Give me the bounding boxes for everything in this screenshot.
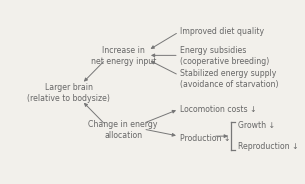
Text: Reproduction ↓: Reproduction ↓ [238, 142, 299, 151]
Text: Energy subsidies
(cooperative breeding): Energy subsidies (cooperative breeding) [180, 46, 269, 66]
Text: Locomotion costs ↓: Locomotion costs ↓ [180, 105, 257, 114]
Text: Improved diet quality: Improved diet quality [180, 27, 264, 36]
Text: Change in energy
allocation: Change in energy allocation [88, 120, 158, 140]
Text: Larger brain
(relative to bodysize): Larger brain (relative to bodysize) [27, 83, 110, 103]
Text: Increase in
net energy input: Increase in net energy input [91, 46, 156, 66]
Text: Stabilized energy supply
(avoidance of starvation): Stabilized energy supply (avoidance of s… [180, 69, 278, 89]
Text: Production ↓: Production ↓ [180, 134, 231, 143]
Text: Growth ↓: Growth ↓ [238, 121, 275, 130]
